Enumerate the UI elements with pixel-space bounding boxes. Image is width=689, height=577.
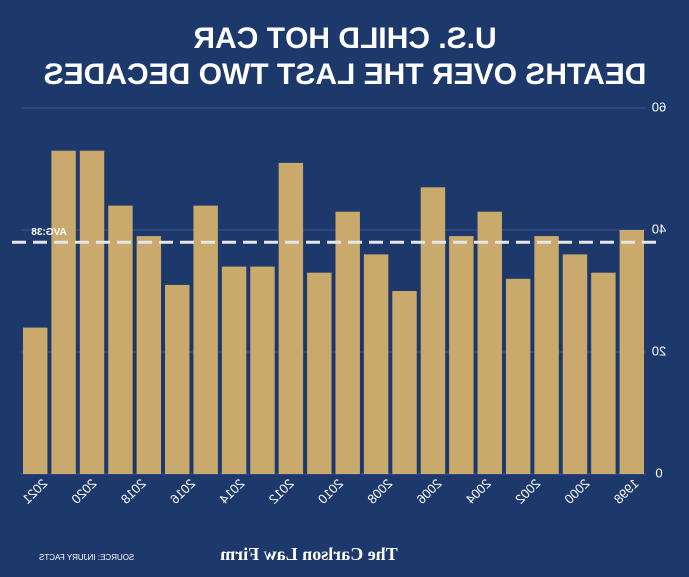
y-tick-label: 40 (652, 221, 666, 236)
bar (108, 205, 133, 474)
bar (22, 327, 48, 474)
bar (307, 272, 332, 474)
y-tick-label: 60 (652, 99, 666, 114)
bar (165, 284, 190, 474)
bar (193, 205, 218, 474)
bar (51, 150, 76, 474)
bar (420, 187, 446, 475)
bar (619, 230, 645, 474)
bar (363, 254, 389, 474)
bar (477, 211, 502, 474)
bar (136, 236, 162, 474)
bar (562, 254, 588, 474)
y-tick-label: 0 (655, 465, 662, 480)
bar (392, 291, 417, 474)
bar (335, 211, 360, 474)
bar (449, 236, 474, 474)
average-label: AVG:38 (31, 227, 67, 238)
bar (591, 272, 616, 474)
bar (250, 266, 275, 474)
chart-title: DEATHS OVER THE LAST TWO DECADES (44, 58, 647, 91)
y-tick-label: 20 (652, 343, 666, 358)
bar (278, 162, 304, 474)
source: SOURCE: INJURY FACTS (39, 553, 134, 562)
chart-title: U.S. CHILD HOT CAR (193, 22, 497, 55)
bar (221, 266, 247, 474)
bar (534, 236, 559, 474)
bar (505, 278, 531, 474)
brand: The Carlson Law Firm (220, 544, 398, 564)
bar (79, 150, 105, 474)
